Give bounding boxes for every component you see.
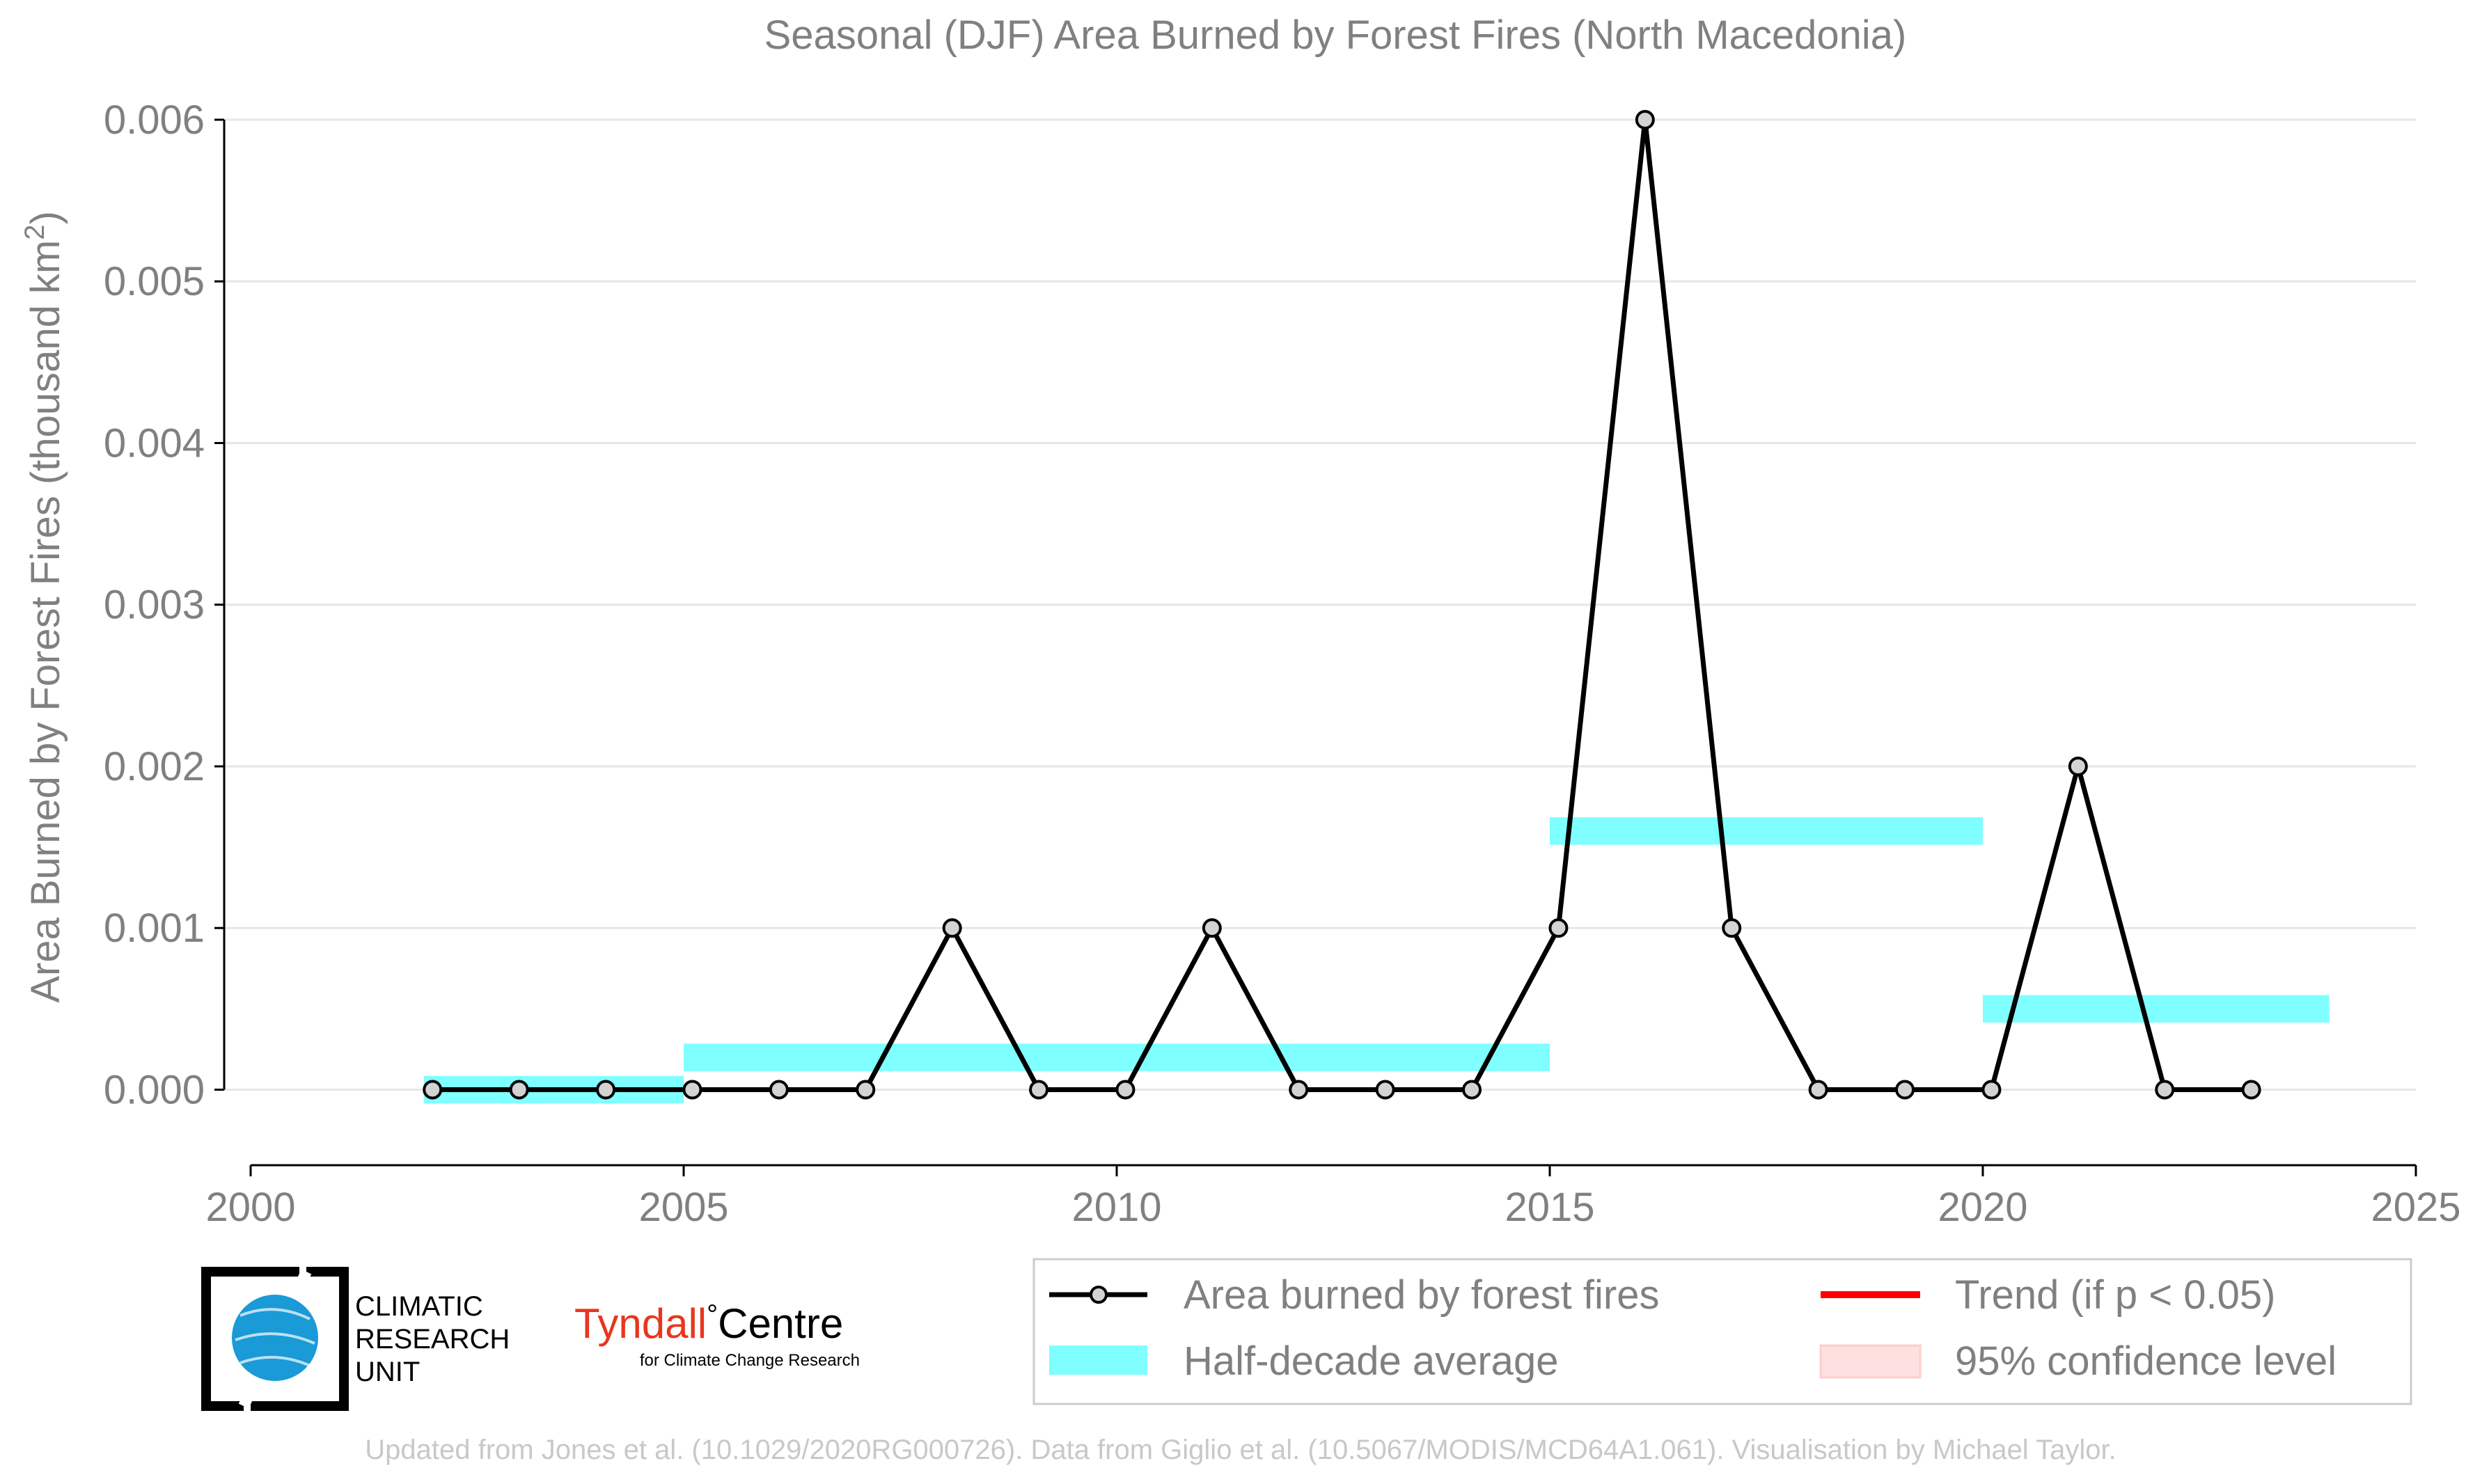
data-point-3 — [682, 1080, 702, 1100]
series-line — [432, 119, 2252, 1092]
half-decade-band-2 — [1550, 817, 1983, 845]
data-point-18 — [1981, 1080, 2002, 1100]
tyndall-wordmark: Tyndall°Centre — [574, 1300, 843, 1347]
tick-labels: 0.000 0.001 0.002 0.003 0.004 0.005 0.006 2000 2… — [104, 97, 2461, 1230]
cru-text-line2: RESEARCH — [355, 1324, 510, 1355]
y-tick-label-1: 0.001 — [104, 906, 205, 951]
footer-credit: Updated from Jones et al. (10.1029/2020R… — [365, 1435, 2116, 1465]
data-point-1 — [509, 1080, 529, 1100]
data-point-17 — [1895, 1080, 1915, 1100]
data-point-19 — [2068, 756, 2088, 776]
data-point-6 — [942, 918, 962, 938]
legend-label-confidence: 95% confidence level — [1955, 1339, 2336, 1384]
cru-bracket-left — [201, 1267, 299, 1411]
data-point-2 — [596, 1080, 616, 1100]
data-point-16 — [1808, 1080, 1828, 1100]
legend-box — [1032, 1258, 2412, 1405]
legend-swatch-half-decade — [1049, 1345, 1147, 1375]
x-tick-label-1: 2005 — [638, 1185, 728, 1230]
data-point-4 — [769, 1080, 789, 1100]
data-point-8 — [1115, 1080, 1136, 1100]
y-tick-label-3: 0.003 — [104, 583, 205, 628]
data-point-5 — [856, 1080, 876, 1100]
data-point-7 — [1029, 1080, 1049, 1100]
legend-label-half-decade: Half-decade average — [1184, 1339, 1558, 1384]
data-point-21 — [2241, 1080, 2261, 1100]
cru-logo: CLIMATIC RESEARCH UNIT — [201, 1267, 510, 1411]
grid-lines — [224, 118, 2416, 1091]
x-tick-label-3: 2015 — [1505, 1185, 1594, 1230]
y-axis-label: Area Burned by Forest Fires (thousand km… — [19, 211, 68, 1003]
legend-label-series: Area burned by forest fires — [1184, 1272, 1659, 1318]
data-point-20 — [2155, 1080, 2175, 1100]
half-decade-band-1 — [684, 1043, 1550, 1071]
y-tick-label-0: 0.000 — [104, 1067, 205, 1112]
legend-swatch-confidence — [1819, 1344, 1922, 1379]
x-tick-label-4: 2020 — [1938, 1185, 2027, 1230]
cru-bracket-right — [251, 1267, 349, 1411]
y-axis-label-main: Area Burned by Forest Fires (thousand km — [23, 240, 68, 1003]
data-point-11 — [1375, 1080, 1395, 1100]
tyndall-subtitle: for Climate Change Research — [640, 1351, 860, 1370]
tyndall-centre-text: Centre — [718, 1300, 843, 1347]
half-decade-bands — [423, 817, 2330, 1104]
y-tick-label-2: 0.002 — [104, 744, 205, 789]
cru-text-line1: CLIMATIC — [355, 1291, 483, 1322]
legend: Area burned by forest fires Trend (if p … — [1032, 1258, 2412, 1405]
chart-title: Seasonal (DJF) Area Burned by Forest Fir… — [764, 13, 1907, 58]
y-tick-label-5: 0.005 — [104, 259, 205, 304]
y-tick-label-6: 0.006 — [104, 97, 205, 143]
half-decade-band-3 — [1983, 995, 2330, 1023]
tyndall-logo: Tyndall°Centre for Climate Change Resear… — [574, 1300, 860, 1370]
legend-label-trend: Trend (if p < 0.05) — [1955, 1272, 2275, 1318]
data-point-10 — [1289, 1080, 1309, 1100]
tyndall-degree: ° — [707, 1300, 718, 1330]
legend-swatch-marker — [1090, 1286, 1108, 1304]
data-point-13 — [1548, 918, 1569, 938]
data-point-14 — [1635, 110, 1655, 129]
series-area-burned — [423, 110, 2261, 1100]
x-tick-label-0: 2000 — [205, 1185, 295, 1230]
y-tick-label-4: 0.004 — [104, 420, 205, 466]
x-tick-label-5: 2025 — [2371, 1185, 2460, 1230]
data-point-12 — [1462, 1080, 1482, 1100]
data-point-9 — [1202, 918, 1222, 938]
x-tick-label-2: 2010 — [1071, 1185, 1161, 1230]
y-axis-label-sup: 2 — [19, 225, 50, 240]
data-point-15 — [1722, 918, 1742, 938]
tyndall-text: Tyndall — [574, 1300, 707, 1347]
data-point-0 — [423, 1080, 443, 1100]
y-axis-label-close: ) — [23, 211, 68, 224]
cru-text-line3: UNIT — [355, 1357, 420, 1387]
axes — [214, 118, 2417, 1176]
cru-globe-lines — [235, 1308, 315, 1367]
